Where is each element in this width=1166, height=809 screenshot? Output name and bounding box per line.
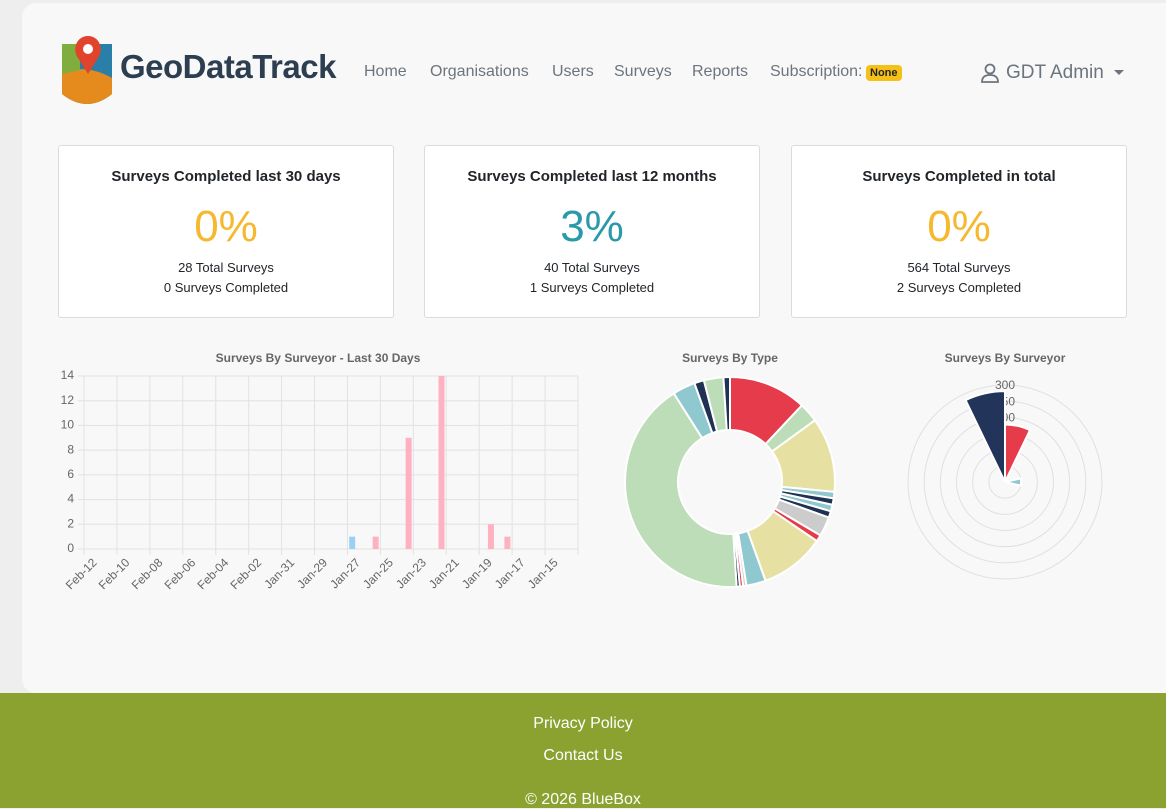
x-tick-label: Jan-15 [525,555,561,591]
x-tick-label: Feb-12 [63,555,100,592]
main-panel [22,3,1166,693]
y-tick-label: 0 [67,541,74,555]
stat-title: Surveys Completed last 30 days [111,168,341,185]
bar [504,536,511,549]
bar [438,376,445,549]
x-tick-label: Jan-23 [393,555,429,591]
polar-slice [964,390,1006,483]
x-tick-label: Feb-08 [129,555,166,592]
polar-slice [1004,477,1023,487]
bar [405,437,412,549]
stat-percent: 0% [194,202,258,251]
x-tick-label: Jan-31 [261,555,297,591]
stat-total: 564 Total Surveys [907,260,1011,275]
y-tick-label: 6 [67,467,74,481]
stat-completed: 0 Surveys Completed [163,280,289,295]
caret[interactable] [1113,69,1125,77]
y-tick-label: 8 [67,442,74,456]
x-tick-label: Jan-25 [360,555,396,591]
nav-link[interactable]: Users [552,63,594,80]
nav-link[interactable]: Organisations [430,63,529,80]
x-tick-label: Feb-04 [195,555,232,592]
subscription-badge: None [866,65,902,81]
stat-card: Surveys Completed last 12 months 3% 40 Tot… [424,145,760,318]
radial-tick-label: 300 [995,378,1015,392]
stat-percent: 3% [560,202,624,251]
doughnut-slice [722,375,731,432]
stat-percent: 0% [927,202,991,251]
chart-title: Surveys By Surveyor [945,351,1066,365]
nav-link[interactable]: Surveys [614,63,672,80]
stat-title: Surveys Completed last 12 months [467,168,717,185]
stat-card: Surveys Completed last 30 days 0% 28 Total… [58,145,394,318]
stat-total: 28 Total Surveys [178,260,274,275]
stat-completed: 2 Surveys Completed [896,280,1022,295]
stat-title: Surveys Completed in total [862,168,1056,185]
x-tick-label: Feb-06 [162,555,199,592]
copyright: © 2026 BlueBox [525,791,641,808]
footer-link[interactable]: Contact Us [543,747,623,764]
x-tick-label: Jan-17 [492,555,528,591]
x-tick-label: Feb-02 [227,555,264,592]
radial-grid [907,384,1103,580]
polar-slice [1004,423,1032,483]
bar [349,536,356,549]
x-tick-label: Feb-10 [96,555,133,592]
bar [487,524,494,549]
stat-total: 40 Total Surveys [544,260,640,275]
nav-link[interactable]: Subscription: [770,63,863,80]
bar [372,536,379,549]
y-tick-label: 12 [61,393,75,407]
x-tick-label: Jan-19 [459,555,495,591]
y-tick-label: 4 [67,492,74,506]
charts: Surveys By Surveyor - Last 30 Days 0 2 4 6 8 1… [61,351,1103,592]
x-tick-label: Jan-21 [426,555,462,591]
x-tick-label: Jan-29 [294,555,330,591]
y-tick-label: 2 [67,516,74,530]
nav-link[interactable]: Home [364,63,407,80]
x-tick-label: Jan-27 [327,555,363,591]
doughnut-slice [624,391,738,588]
brand[interactable]: GeoDataTrack [120,48,336,85]
stat-completed: 1 Surveys Completed [529,280,655,295]
nav-link[interactable]: Reports [692,63,749,80]
chart-title: Surveys By Surveyor - Last 30 Days [216,351,421,365]
chart-title: Surveys By Type [682,351,778,365]
footer: Privacy Policy Contact Us © 2026 BlueBox [0,693,1166,808]
stat-card: Surveys Completed in total 0% 564 Total Su… [791,145,1127,318]
footer-link[interactable]: Privacy Policy [533,715,633,732]
y-tick-label: 14 [61,368,75,382]
user-menu[interactable]: GDT Admin [1006,62,1104,83]
logo [62,36,112,104]
user-icon[interactable] [980,63,1000,83]
y-tick-label: 10 [61,418,75,432]
